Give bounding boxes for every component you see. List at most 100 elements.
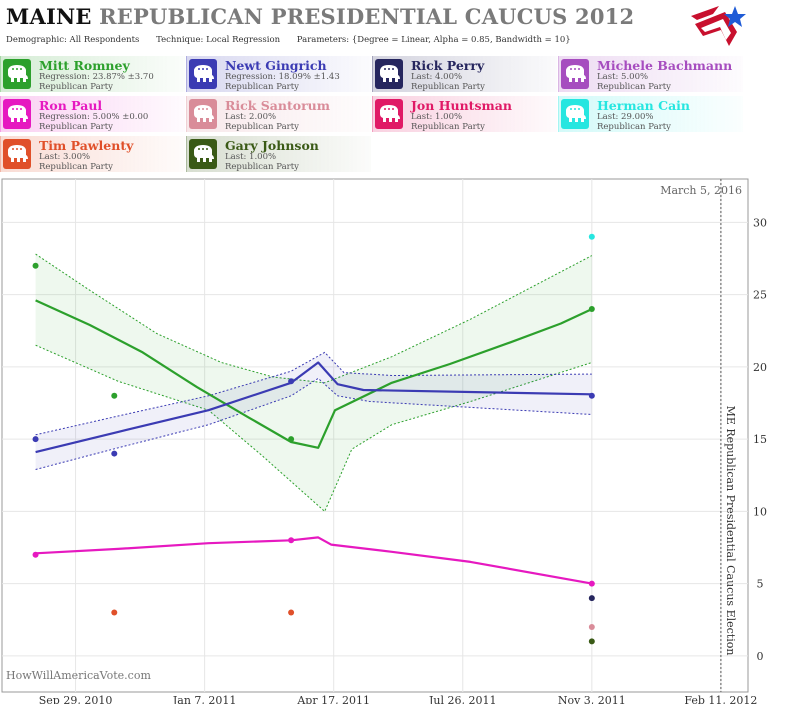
candidate-party: Republican Party — [225, 82, 299, 92]
confidence-band — [35, 254, 592, 512]
x-tick-label: Nov 3, 2011 — [558, 694, 626, 704]
y-tick-label: 20 — [753, 361, 767, 374]
data-point — [588, 623, 595, 630]
candidate-party: Republican Party — [597, 122, 671, 132]
candidate-stat: Last: 4.00% — [411, 72, 463, 82]
watermark: HowWillAmericaVote.com — [6, 669, 151, 682]
candidate-cards: Mitt Romney Regression: 23.87% ±3.70 Repub… — [0, 54, 789, 176]
candidate-name: Gary Johnson — [225, 138, 319, 153]
candidate-card: Newt Gingrich Regression: 18.09% ±1.43 Rep… — [186, 56, 371, 92]
date-label: March 5, 2016 — [660, 184, 742, 197]
candidate-party: Republican Party — [39, 122, 113, 132]
elephant-icon — [189, 99, 217, 129]
data-point — [588, 595, 595, 602]
candidate-name: Newt Gingrich — [225, 58, 327, 73]
data-point — [111, 392, 118, 399]
data-point — [288, 537, 295, 544]
trend-line — [35, 361, 592, 454]
candidate-card: Michele Bachmann Last: 5.00% Republican Pa… — [558, 56, 743, 92]
candidate-stat: Regression: 5.00% ±0.00 — [39, 112, 149, 122]
x-tick-label: Sep 29, 2010 — [39, 694, 113, 704]
candidate-name: Tim Pawlenty — [39, 138, 134, 153]
technique-text: Technique: Local Regression — [156, 35, 281, 45]
candidate-stat: Last: 3.00% — [39, 152, 91, 162]
candidate-party: Republican Party — [411, 122, 485, 132]
page-title: MAINE REPUBLICAN PRESIDENTIAL CAUCUS 201… — [6, 4, 634, 29]
candidate-card: Jon Huntsman Last: 1.00% Republican Party — [372, 96, 557, 132]
elephant-icon — [189, 59, 217, 89]
candidate-name: Rick Santorum — [225, 98, 330, 113]
x-tick-label: Apr 17, 2011 — [296, 694, 370, 704]
candidate-party: Republican Party — [225, 122, 299, 132]
y-tick-label: 25 — [753, 289, 767, 302]
data-point — [288, 436, 295, 443]
candidate-card: Rick Santorum Last: 2.00% Republican Party — [186, 96, 371, 132]
demographic-text: Demographic: All Respondents — [6, 35, 140, 45]
candidate-stat: Regression: 18.09% ±1.43 — [225, 72, 340, 82]
candidate-name: Ron Paul — [39, 98, 103, 113]
elephant-icon — [561, 99, 589, 129]
site-logo-icon — [691, 6, 746, 46]
candidate-stat: Regression: 23.87% ±3.70 — [39, 72, 154, 82]
data-point — [111, 609, 118, 616]
data-point — [32, 436, 39, 443]
trend-line — [35, 536, 592, 585]
confidence-band — [35, 352, 592, 470]
data-point — [588, 392, 595, 399]
data-point — [288, 378, 295, 385]
data-point — [32, 551, 39, 558]
candidate-stat: Last: 1.00% — [225, 152, 277, 162]
candidate-stat: Last: 5.00% — [597, 72, 649, 82]
y-tick-label: 5 — [757, 578, 764, 591]
data-point — [588, 233, 595, 240]
candidate-party: Republican Party — [39, 162, 113, 172]
candidate-name: Mitt Romney — [39, 58, 130, 73]
trend-line — [35, 299, 593, 449]
y-tick-label: 10 — [753, 505, 767, 518]
lower-bound-line — [35, 344, 592, 513]
x-tick-label: Jul 26, 2011 — [428, 694, 497, 704]
title-rest: REPUBLICAN PRESIDENTIAL CAUCUS 2012 — [99, 4, 635, 29]
x-tick-label: Feb 11, 2012 — [684, 694, 757, 704]
data-point — [588, 306, 595, 313]
candidate-party: Republican Party — [225, 162, 299, 172]
elephant-icon — [375, 59, 403, 89]
upper-bound-line — [35, 351, 592, 436]
elephant-icon — [189, 139, 217, 169]
candidate-party: Republican Party — [597, 82, 671, 92]
candidate-party: Republican Party — [411, 82, 485, 92]
candidate-stat: Last: 2.00% — [225, 112, 277, 122]
candidate-name: Michele Bachmann — [597, 58, 733, 73]
poll-chart: 0 5 10 15 20 25 30 Sep 29, 2010 Jan 7, 2011 Apr 1… — [1, 178, 767, 704]
elephant-icon — [3, 59, 31, 89]
candidate-card: Mitt Romney Regression: 23.87% ±3.70 Repub… — [0, 56, 185, 92]
title-state: MAINE — [6, 4, 92, 29]
parameters-text: Parameters: {Degree = Linear, Alpha = 0.… — [296, 35, 571, 45]
candidate-card: Herman Cain Last: 29.00% Republican Party — [558, 96, 743, 132]
candidate-name: Jon Huntsman — [411, 98, 512, 113]
y-tick-label: 15 — [753, 433, 767, 446]
elephant-icon — [561, 59, 589, 89]
lower-bound-line — [35, 377, 592, 470]
candidate-name: Rick Perry — [411, 58, 485, 73]
candidate-stat: Last: 1.00% — [411, 112, 463, 122]
data-point — [111, 450, 118, 457]
y-tick-label: 0 — [757, 650, 764, 663]
y-tick-label: 30 — [753, 216, 767, 229]
candidate-card: Tim Pawlenty Last: 3.00% Republican Party — [0, 136, 185, 172]
candidate-party: Republican Party — [39, 82, 113, 92]
candidate-card: Gary Johnson Last: 1.00% Republican Party — [186, 136, 371, 172]
candidate-card: Ron Paul Regression: 5.00% ±0.00 Republica… — [0, 96, 185, 132]
elephant-icon — [375, 99, 403, 129]
data-point — [588, 638, 595, 645]
candidate-card: Rick Perry Last: 4.00% Republican Party — [372, 56, 557, 92]
parameters-bar: Demographic: All Respondents Technique: … — [6, 35, 585, 45]
candidate-name: Herman Cain — [597, 98, 690, 113]
candidate-stat: Last: 29.00% — [597, 112, 654, 122]
elephant-icon — [3, 99, 31, 129]
x-tick-label: Jan 7, 2011 — [172, 694, 237, 704]
data-point — [588, 580, 595, 587]
data-point — [32, 262, 39, 269]
elephant-icon — [3, 139, 31, 169]
election-label: ME Republican Presidential Caucus Electi… — [724, 406, 737, 656]
